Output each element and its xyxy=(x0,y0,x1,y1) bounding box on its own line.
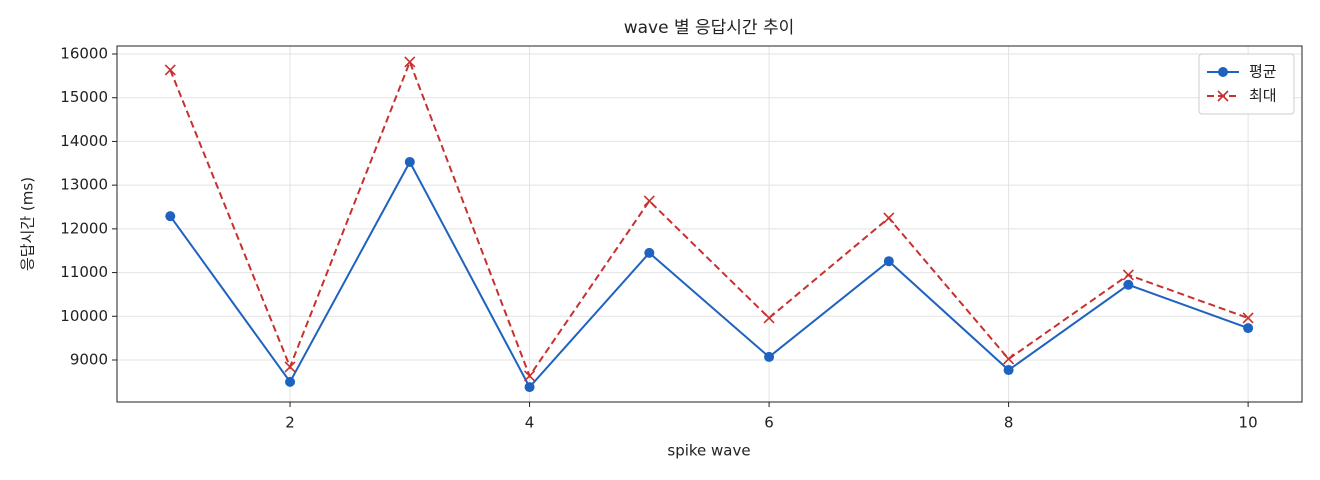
marker xyxy=(524,382,535,393)
legend-marker xyxy=(1218,67,1228,77)
legend-label: 평균 xyxy=(1249,63,1277,81)
marker xyxy=(1123,279,1134,290)
x-tick-label: 10 xyxy=(1239,414,1258,432)
x-tick-label: 6 xyxy=(764,414,774,432)
marker xyxy=(1243,323,1254,334)
marker xyxy=(523,370,536,382)
legend-label: 최대 xyxy=(1249,87,1277,105)
marker xyxy=(883,212,895,224)
y-tick-label: 12000 xyxy=(60,219,108,237)
marker xyxy=(1122,269,1134,281)
y-tick-label: 15000 xyxy=(60,88,108,106)
series-line xyxy=(169,59,1249,379)
marker xyxy=(404,156,415,167)
marker xyxy=(643,195,655,207)
marker xyxy=(1003,353,1015,365)
y-tick-label: 9000 xyxy=(70,350,108,368)
marker xyxy=(1003,365,1014,376)
marker xyxy=(763,312,775,324)
x-tick-label: 4 xyxy=(525,414,535,432)
x-tick-label: 2 xyxy=(285,414,295,432)
y-tick-label: 14000 xyxy=(60,132,108,150)
marker xyxy=(404,56,416,68)
legend-marker xyxy=(1217,90,1229,102)
series-line xyxy=(169,159,1249,389)
x-axis-label: spike wave xyxy=(667,442,750,460)
marker xyxy=(883,256,894,267)
marker xyxy=(1242,312,1254,324)
y-tick-label: 13000 xyxy=(60,176,108,194)
marker xyxy=(285,376,296,387)
x-tick-label: 8 xyxy=(1004,414,1014,432)
marker xyxy=(644,247,655,258)
marker xyxy=(284,361,296,373)
plot-frame xyxy=(116,45,1303,403)
marker xyxy=(165,211,176,222)
y-tick-label: 16000 xyxy=(60,44,108,62)
chart-title: wave 별 응답시간 추이 xyxy=(624,18,795,38)
legend-box xyxy=(1198,53,1295,115)
y-tick-label: 10000 xyxy=(60,307,108,325)
y-tick-label: 11000 xyxy=(60,263,108,281)
marker xyxy=(764,351,775,362)
y-axis-label: 응답시간 (ms) xyxy=(19,177,37,271)
marker xyxy=(164,64,176,76)
